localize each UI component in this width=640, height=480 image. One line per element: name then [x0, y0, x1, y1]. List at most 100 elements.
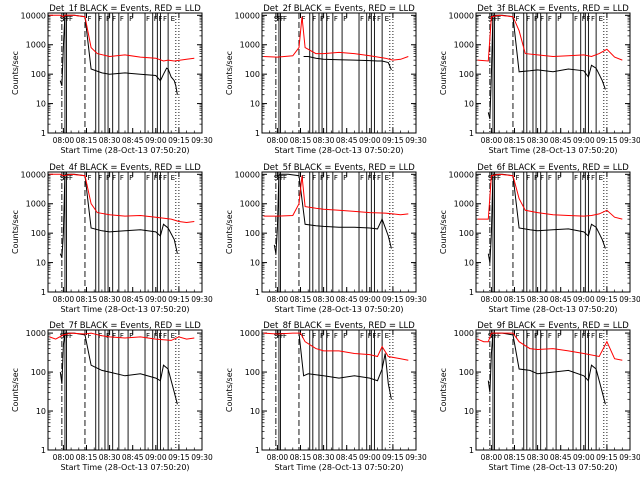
events-series-line [487, 332, 606, 405]
x-tick-label: 08:15 [504, 453, 526, 462]
y-tick-label: 1000 [240, 41, 260, 50]
event-marker-label: E [385, 174, 389, 182]
event-marker-label: F [574, 174, 578, 182]
lld-series-line [477, 332, 623, 361]
y-tick-label: 100 [31, 229, 46, 238]
event-marker-label: F [548, 174, 552, 182]
event-marker-label: F [120, 174, 124, 182]
x-tick-label: 09:30 [405, 453, 427, 462]
event-marker-label: F [302, 15, 306, 23]
event-marker-label: F [582, 332, 586, 340]
event-marker-label: F [129, 15, 133, 23]
x-tick-label: 08:30 [527, 453, 549, 462]
x-tick-label: 09:30 [191, 136, 213, 145]
event-marker-label: F [377, 174, 381, 182]
y-axis-label: Counts/sec [11, 51, 20, 95]
x-tick-label: 08:00 [267, 295, 289, 304]
event-marker-label: F [163, 15, 167, 23]
event-marker-label: F [283, 332, 287, 340]
chart-title: Det_8f BLACK = Events, RED = LLD [263, 321, 415, 331]
y-tick-label: 10000 [449, 170, 474, 179]
x-tick-label: 09:15 [382, 295, 404, 304]
event-marker-label: F [497, 332, 501, 340]
x-tick-label: 09:30 [619, 295, 640, 304]
event-marker-label: E [385, 15, 389, 23]
event-marker-label: F [106, 15, 110, 23]
event-marker-label: F [574, 15, 578, 23]
event-marker-label: S [60, 174, 65, 182]
x-axis-label: Start Time (28-Oct-13 07:50:20) [274, 463, 403, 472]
event-marker-label: F [526, 332, 530, 340]
event-marker-label: F [516, 174, 520, 182]
x-tick-label: 08:45 [122, 136, 144, 145]
event-marker-label: F [368, 15, 372, 23]
event-marker-label: F [66, 332, 70, 340]
event-marker-label: F [120, 332, 124, 340]
y-tick-label: 1000 [240, 200, 260, 209]
x-tick-label: 08:15 [76, 295, 98, 304]
event-marker-label: E [599, 332, 603, 340]
event-marker-label: F [302, 332, 306, 340]
y-tick-label: 10000 [21, 11, 46, 20]
event-marker-label: F [334, 174, 338, 182]
event-marker-label: F [163, 174, 167, 182]
x-tick-label: 09:30 [619, 136, 640, 145]
y-tick-label: 10 [464, 407, 474, 416]
x-tick-label: 09:30 [405, 136, 427, 145]
event-marker-label: F [368, 332, 372, 340]
y-tick-label: 100 [459, 368, 474, 377]
x-tick-label: 08:30 [527, 295, 549, 304]
event-marker-label: F [158, 332, 162, 340]
x-tick-label: 08:15 [504, 136, 526, 145]
event-marker-label: F [548, 332, 552, 340]
event-marker-label: E [171, 332, 175, 340]
event-marker-label: F [69, 15, 73, 23]
x-tick-label: 09:15 [168, 136, 190, 145]
y-tick-label: 10000 [235, 170, 260, 179]
event-marker-label: F [516, 332, 520, 340]
x-tick-label: 09:00 [145, 295, 167, 304]
event-marker-label: F [494, 174, 498, 182]
x-tick-label: 08:45 [336, 453, 358, 462]
event-marker-label: F [280, 174, 284, 182]
chart-title: Det_6f BLACK = Events, RED = LLD [477, 163, 629, 173]
event-marker-label: F [283, 15, 287, 23]
event-marker-label: F [377, 15, 381, 23]
y-tick-label: 1 [41, 446, 46, 455]
x-axis-label: Start Time (28-Oct-13 07:50:20) [60, 463, 189, 472]
event-marker-label: F [129, 174, 133, 182]
y-tick-label: 1 [469, 446, 474, 455]
chart-title: Det_7f BLACK = Events, RED = LLD [49, 321, 201, 331]
event-marker-label: F [343, 15, 347, 23]
y-tick-label: 100 [245, 229, 260, 238]
event-marker-label: F [69, 332, 73, 340]
event-marker-label: E [385, 332, 389, 340]
event-marker-label: F [494, 332, 498, 340]
events-series-line [273, 173, 392, 254]
x-tick-label: 09:00 [359, 453, 381, 462]
x-tick-label: 08:45 [122, 295, 144, 304]
x-axis-label: Start Time (28-Oct-13 07:50:20) [488, 146, 617, 155]
event-marker-label: F [372, 15, 376, 23]
event-marker-label: F [106, 174, 110, 182]
event-marker-label: F [163, 332, 167, 340]
event-marker-label: F [534, 332, 538, 340]
chart-title: Det_5f BLACK = Events, RED = LLD [263, 163, 415, 173]
x-tick-label: 08:45 [336, 295, 358, 304]
x-tick-label: 08:45 [550, 453, 572, 462]
lld-series-line [263, 16, 409, 61]
x-tick-label: 09:00 [573, 136, 595, 145]
event-marker-label: F [540, 174, 544, 182]
y-tick-label: 1 [255, 288, 260, 297]
x-tick-label: 09:30 [191, 295, 213, 304]
event-marker-label: F [516, 15, 520, 23]
x-tick-label: 09:00 [145, 453, 167, 462]
event-marker-label: S [274, 15, 279, 23]
event-marker-label: F [66, 15, 70, 23]
y-tick-label: 1000 [26, 200, 46, 209]
x-tick-label: 08:15 [290, 136, 312, 145]
x-tick-label: 08:30 [313, 295, 335, 304]
y-tick-label: 1 [41, 288, 46, 297]
event-marker-label: E [171, 15, 175, 23]
chart-title: Det_2f BLACK = Events, RED = LLD [263, 4, 415, 14]
